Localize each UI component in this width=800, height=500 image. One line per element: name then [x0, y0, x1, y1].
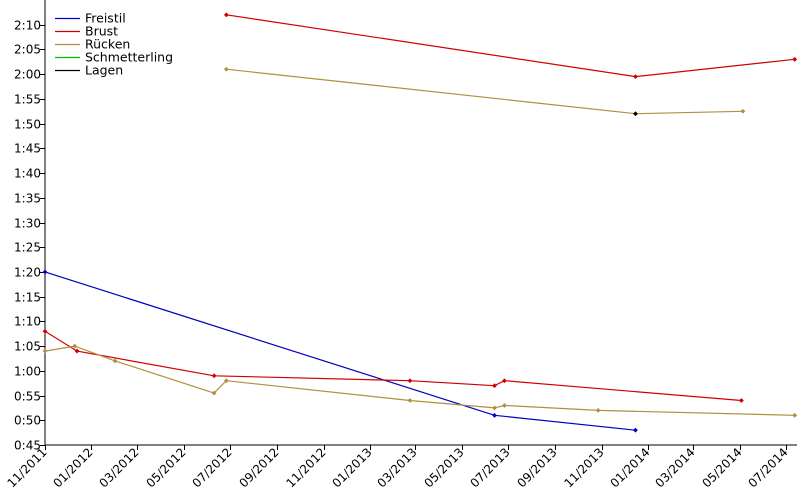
y-tick-label: 0:45	[14, 439, 41, 453]
x-tick-label: 07/2013	[467, 445, 512, 490]
data-point-r-cken	[72, 343, 78, 349]
x-tick-label: 03/2012	[96, 445, 141, 490]
x-tick-label: 11/2013	[561, 445, 606, 490]
data-point-lagen	[633, 111, 638, 117]
y-tick-label: 1:45	[14, 142, 41, 156]
data-point-freistil	[42, 269, 48, 275]
y-tick-label: 1:10	[14, 315, 41, 329]
x-tick-label: 01/2013	[329, 445, 374, 490]
legend-label: Schmetterling	[85, 50, 173, 65]
data-point-r-cken	[792, 412, 798, 418]
series-lagen	[633, 111, 638, 117]
data-point-brust	[211, 373, 217, 379]
series-r-cken	[223, 66, 746, 117]
x-tick-label: 11/2012	[283, 445, 328, 490]
legend-label: Lagen	[85, 63, 123, 78]
y-tick-label: 0:50	[14, 414, 41, 428]
data-point-r-cken	[223, 66, 229, 72]
data-point-r-cken	[492, 405, 497, 411]
x-tick-label: 03/2013	[374, 445, 419, 490]
y-tick-label: 2:00	[14, 68, 41, 82]
series-layer	[42, 12, 798, 433]
data-point-r-cken	[112, 358, 118, 364]
data-point-brust	[633, 74, 638, 80]
y-tick-label: 1:40	[14, 167, 41, 181]
legend-label: Rücken	[85, 37, 130, 52]
x-tick-label: 09/2013	[514, 445, 559, 490]
series-brust	[223, 12, 798, 80]
legend-label: Brust	[85, 24, 118, 39]
y-tick-label: 1:15	[14, 291, 41, 305]
data-point-r-cken	[502, 403, 507, 408]
data-point-freistil	[492, 412, 497, 418]
y-tick-label: 1:30	[14, 217, 41, 231]
data-point-freistil	[633, 427, 638, 433]
y-tick-label: 1:55	[14, 93, 41, 107]
data-point-r-cken	[223, 378, 229, 384]
y-tick-label: 0:55	[14, 390, 41, 404]
data-point-brust	[502, 378, 507, 384]
y-tick-label: 1:35	[14, 192, 41, 206]
data-point-brust	[42, 328, 48, 334]
x-tick-label: 05/2013	[421, 445, 466, 490]
data-point-r-cken	[407, 398, 413, 403]
legend-label: Freistil	[85, 11, 126, 26]
data-point-brust	[407, 378, 413, 384]
series-line-r-cken	[44, 345, 795, 416]
x-tick-label: 01/2012	[50, 445, 95, 490]
y-tick-label: 2:10	[14, 19, 41, 33]
y-tick-label: 2:05	[14, 43, 41, 57]
y-tick-label: 1:05	[14, 340, 41, 354]
y-tick-label: 1:50	[14, 118, 41, 132]
data-point-brust	[492, 383, 497, 389]
data-point-r-cken	[42, 348, 48, 354]
series-line-r-cken	[226, 68, 743, 115]
data-point-brust	[223, 12, 229, 18]
data-point-r-cken	[211, 390, 217, 396]
x-tick-label: 01/2014	[607, 445, 652, 490]
series-line-brust	[226, 14, 795, 78]
x-tick-label: 09/2012	[236, 445, 281, 490]
y-tick-label: 1:25	[14, 241, 41, 255]
series-r-cken	[42, 343, 798, 418]
data-point-brust	[738, 398, 744, 403]
x-tick-label: 07/2014	[745, 445, 790, 490]
data-point-brust	[74, 348, 80, 354]
axes: 0:45 0:50 0:55 1:00 1:05 1:10 1:15 1:20 1:25 1:30…	[4, 0, 797, 490]
series-brust	[42, 328, 744, 403]
x-tick-label: 03/2014	[652, 445, 697, 490]
series-line-freistil	[44, 271, 636, 431]
data-point-brust	[792, 56, 798, 62]
series-freistil	[42, 269, 638, 433]
data-point-r-cken	[740, 108, 746, 114]
data-point-r-cken	[595, 407, 601, 413]
y-tick-label: 1:20	[14, 266, 41, 280]
series-line-brust	[44, 330, 742, 402]
y-tick-label: 1:00	[14, 365, 41, 379]
x-tick-label: 07/2012	[189, 445, 234, 490]
x-tick-label: 05/2012	[143, 445, 188, 490]
x-tick-label: 05/2014	[699, 445, 744, 490]
